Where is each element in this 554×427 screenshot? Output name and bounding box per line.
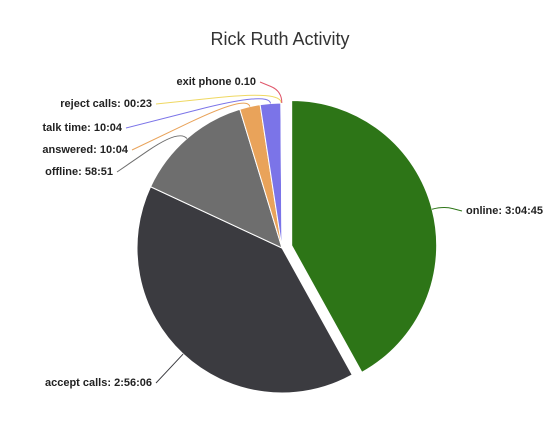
label-connector — [155, 94, 282, 105]
data-label: reject calls: 00:23 — [60, 98, 152, 110]
data-label: answered: 10:04 — [42, 144, 128, 156]
data-label: online: 3:04:45 — [466, 205, 543, 217]
label-connector — [131, 102, 251, 151]
data-label: exit phone 0.10 — [177, 76, 256, 88]
data-label: talk time: 10:04 — [43, 122, 123, 134]
pie-slice — [136, 186, 353, 394]
label-connector — [431, 207, 463, 212]
label-connector — [155, 353, 184, 384]
data-label: offline: 58:51 — [45, 166, 113, 178]
pie-slice — [291, 99, 438, 374]
label-connector — [116, 135, 188, 173]
label-connector — [125, 98, 271, 129]
pie-slice — [149, 108, 283, 249]
chart-title: Rick Ruth Activity — [210, 29, 349, 49]
label-connector — [259, 81, 283, 104]
data-label: accept calls: 2:56:06 — [45, 377, 152, 389]
